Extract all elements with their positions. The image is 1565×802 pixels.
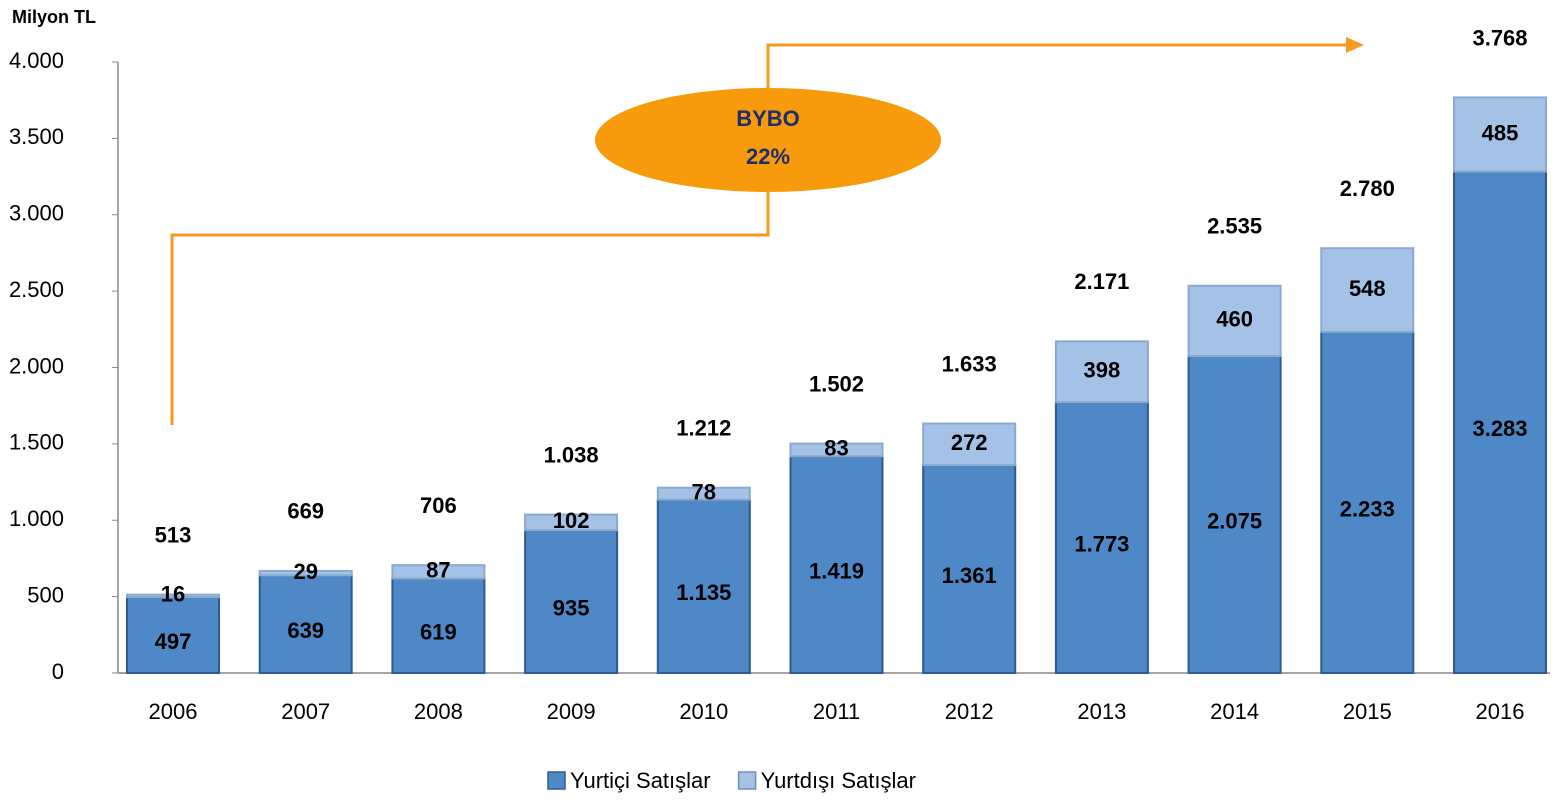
x-tick-label: 2008 [414,699,463,724]
value-label: 2.075 [1207,508,1262,533]
arrow-head [1346,37,1364,53]
y-tick-label: 1.000 [9,506,64,531]
bar-segment [1187,355,1282,674]
value-label: 935 [553,595,590,620]
legend-swatch [547,771,566,790]
value-label: 548 [1349,276,1386,301]
x-tick-label: 2013 [1077,699,1126,724]
total-label: 706 [420,493,457,518]
bar-segment [1453,96,1547,173]
bar-segment [1054,340,1149,404]
total-label: 2.535 [1207,214,1262,239]
value-label: 1.773 [1074,531,1129,556]
value-label: 272 [951,430,988,455]
value-label: 2.233 [1340,496,1395,521]
bar-segment [258,569,353,577]
value-label: 102 [553,508,590,533]
growth-arrow [170,43,1348,425]
total-label: 2.780 [1340,176,1395,201]
bar-segment [126,596,220,674]
value-label: 16 [161,582,185,607]
x-tick-label: 2016 [1476,699,1525,724]
value-label: 29 [293,559,317,584]
bar-segment [922,422,1017,467]
value-label: 485 [1482,120,1519,145]
bar-segment [524,529,619,675]
total-label: 1.212 [676,416,731,441]
value-label: 497 [155,629,192,654]
value-label: 1.135 [676,580,731,605]
bar-segment [1320,247,1415,333]
bar-segment [1453,170,1547,674]
total-label: 1.502 [809,371,864,396]
x-tick-label: 2007 [281,699,330,724]
annotation-label: BYBO [736,106,800,131]
value-label: 1.419 [809,558,864,583]
bar-segment [1187,284,1282,358]
y-tick-label: 2.500 [9,277,64,302]
value-label: 87 [426,558,450,583]
bar-segment [1320,330,1415,674]
bar-segment [524,513,619,532]
bar-segment [789,455,884,674]
legend-label: Yurtdışı Satışlar [761,768,916,793]
total-label: 513 [155,522,192,547]
y-tick-label: 3.000 [9,201,64,226]
legend-label: Yurtiçi Satışlar [570,768,711,793]
bar-segment [922,464,1017,674]
value-label: 619 [420,620,457,645]
value-label: 83 [824,436,848,461]
value-label: 78 [692,479,716,504]
x-tick-label: 2012 [945,699,994,724]
total-label: 2.171 [1074,269,1129,294]
y-tick-label: 4.000 [9,48,64,73]
y-tick-label: 1.500 [9,430,64,455]
x-tick-label: 2010 [679,699,728,724]
y-tick-label: 0 [52,659,64,684]
bar-segment [391,577,486,674]
annotation-ellipse [595,88,941,192]
bar-segment [789,442,884,458]
bar-segment [656,486,751,501]
bar-segment [126,593,220,599]
total-label: 1.038 [544,442,599,467]
y-tick-label: 2.000 [9,353,64,378]
total-label: 669 [287,499,324,524]
value-label: 398 [1084,358,1121,383]
total-label: 1.633 [942,351,997,376]
bar-segment [656,498,751,674]
y-tick-label: 3.500 [9,124,64,149]
value-label: 639 [287,618,324,643]
value-label: 460 [1216,307,1253,332]
y-axis-title: Milyon TL [12,7,96,27]
total-label: 3.768 [1472,25,1527,50]
value-label: 3.283 [1472,416,1527,441]
value-label: 1.361 [942,563,997,588]
x-tick-label: 2015 [1343,699,1392,724]
y-tick-label: 500 [27,582,64,607]
bar-segment [1054,401,1149,674]
x-tick-label: 2014 [1210,699,1259,724]
legend-swatch [737,771,757,790]
bar-segment [391,564,486,580]
x-tick-label: 2011 [813,699,860,724]
x-tick-label: 2009 [547,699,596,724]
annotation-value: 22% [746,144,790,169]
x-tick-label: 2006 [149,699,198,724]
